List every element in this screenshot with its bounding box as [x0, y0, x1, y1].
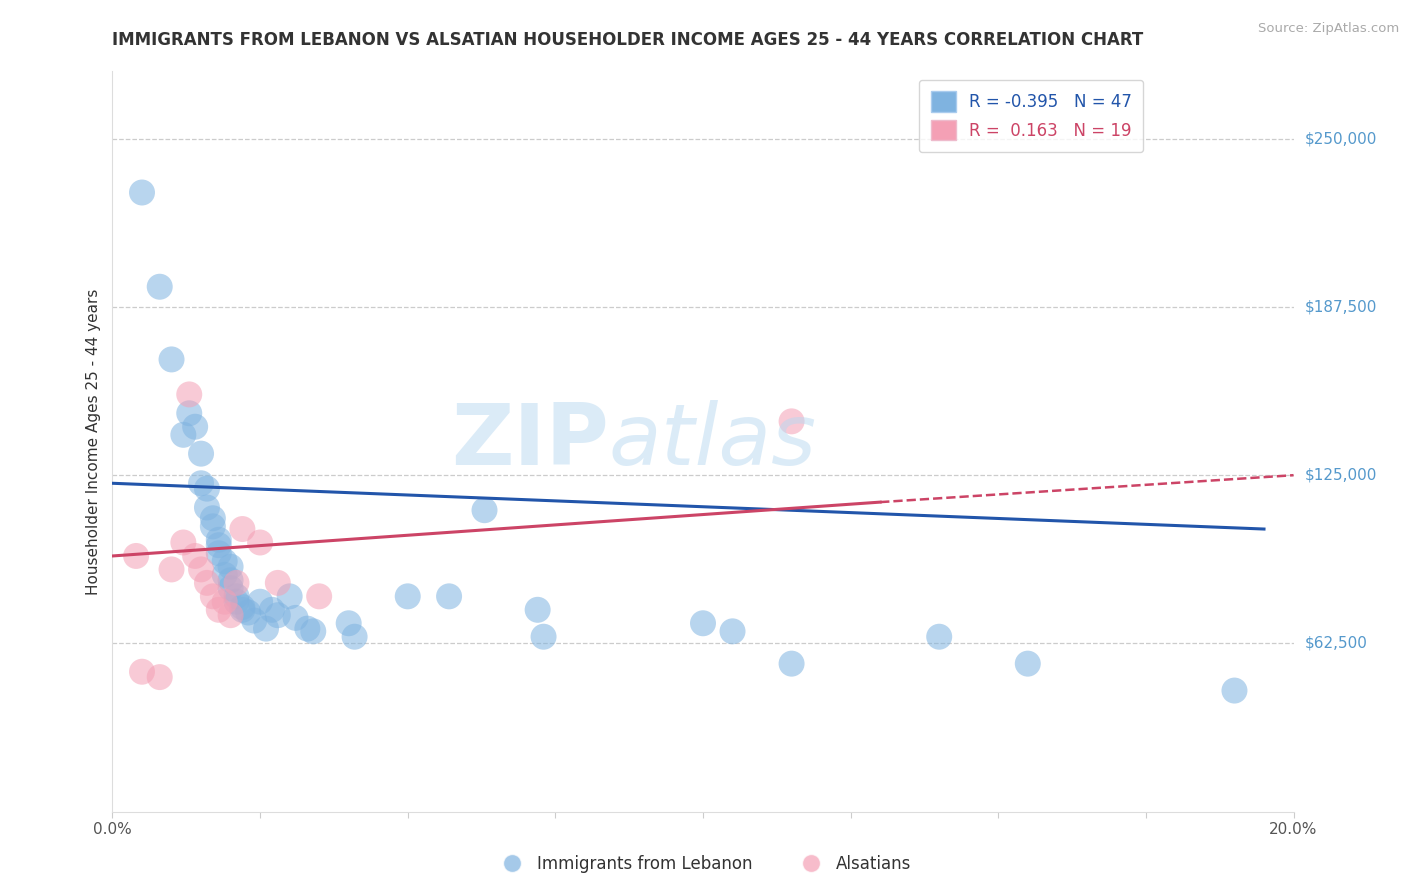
- Point: [231, 603, 253, 617]
- Point: [231, 522, 253, 536]
- Point: [526, 603, 548, 617]
- Point: [284, 611, 307, 625]
- Point: [337, 616, 360, 631]
- Text: IMMIGRANTS FROM LEBANON VS ALSATIAN HOUSEHOLDER INCOME AGES 25 - 44 YEARS CORREL: IMMIGRANTS FROM LEBANON VS ALSATIAN HOUS…: [112, 31, 1143, 49]
- Point: [149, 279, 172, 293]
- Point: [474, 503, 496, 517]
- Text: Source: ZipAtlas.com: Source: ZipAtlas.com: [1258, 22, 1399, 36]
- Point: [195, 575, 218, 590]
- Point: [231, 600, 253, 615]
- Text: ZIP: ZIP: [451, 400, 609, 483]
- Point: [780, 657, 803, 671]
- Point: [179, 406, 201, 420]
- Point: [267, 575, 290, 590]
- Point: [214, 567, 236, 582]
- Point: [260, 603, 283, 617]
- Point: [533, 630, 555, 644]
- Text: $250,000: $250,000: [1305, 131, 1376, 146]
- Point: [302, 624, 325, 639]
- Point: [190, 447, 212, 461]
- Point: [214, 554, 236, 568]
- Legend: Immigrants from Lebanon, Alsatians: Immigrants from Lebanon, Alsatians: [488, 848, 918, 880]
- Point: [396, 590, 419, 604]
- Text: atlas: atlas: [609, 400, 817, 483]
- Point: [721, 624, 744, 639]
- Point: [184, 549, 207, 563]
- Point: [172, 535, 194, 549]
- Point: [238, 606, 260, 620]
- Point: [692, 616, 714, 631]
- Point: [201, 511, 224, 525]
- Point: [172, 427, 194, 442]
- Point: [928, 630, 950, 644]
- Point: [208, 533, 231, 547]
- Point: [190, 476, 212, 491]
- Point: [254, 622, 277, 636]
- Point: [208, 538, 231, 552]
- Point: [243, 614, 266, 628]
- Point: [184, 419, 207, 434]
- Point: [131, 665, 153, 679]
- Point: [249, 535, 271, 549]
- Point: [160, 562, 183, 576]
- Point: [308, 590, 330, 604]
- Point: [149, 670, 172, 684]
- Point: [297, 622, 319, 636]
- Point: [125, 549, 148, 563]
- Point: [190, 562, 212, 576]
- Point: [249, 595, 271, 609]
- Point: [219, 581, 242, 595]
- Point: [225, 575, 247, 590]
- Point: [1223, 683, 1246, 698]
- Point: [201, 519, 224, 533]
- Point: [1017, 657, 1039, 671]
- Point: [208, 546, 231, 560]
- Point: [343, 630, 366, 644]
- Point: [437, 590, 460, 604]
- Point: [225, 595, 247, 609]
- Point: [219, 608, 242, 623]
- Legend: R = -0.395   N = 47, R =  0.163   N = 19: R = -0.395 N = 47, R = 0.163 N = 19: [920, 79, 1143, 152]
- Point: [780, 414, 803, 428]
- Point: [267, 608, 290, 623]
- Point: [219, 559, 242, 574]
- Text: $187,500: $187,500: [1305, 300, 1376, 314]
- Point: [179, 387, 201, 401]
- Point: [201, 590, 224, 604]
- Point: [278, 590, 301, 604]
- Point: [160, 352, 183, 367]
- Text: $62,500: $62,500: [1305, 636, 1368, 651]
- Text: $125,000: $125,000: [1305, 467, 1376, 483]
- Point: [214, 595, 236, 609]
- Point: [208, 603, 231, 617]
- Point: [195, 500, 218, 515]
- Point: [219, 573, 242, 587]
- Point: [131, 186, 153, 200]
- Point: [195, 482, 218, 496]
- Y-axis label: Householder Income Ages 25 - 44 years: Householder Income Ages 25 - 44 years: [86, 288, 101, 595]
- Point: [225, 590, 247, 604]
